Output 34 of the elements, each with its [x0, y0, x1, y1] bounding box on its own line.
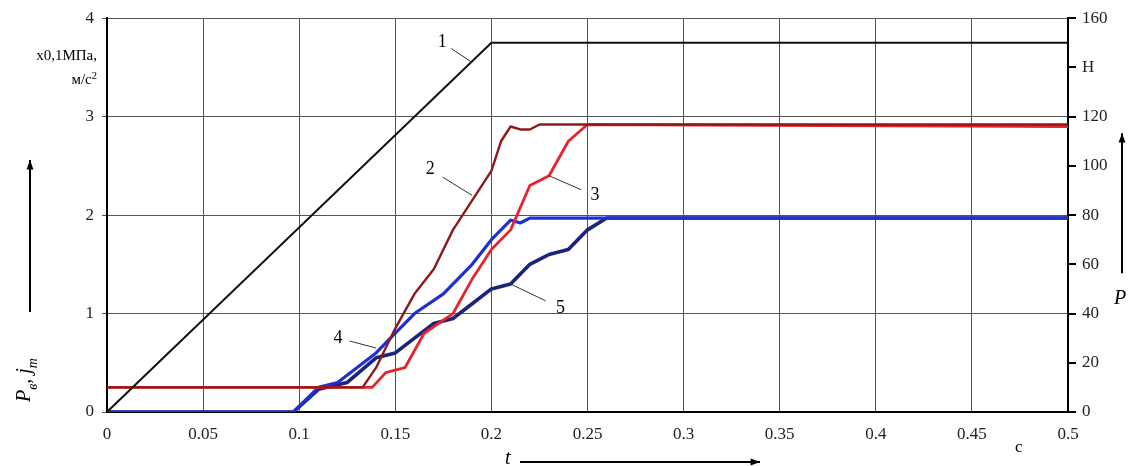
y2-tick-label: 100: [1082, 155, 1108, 175]
y-tick-label: 0: [85, 401, 94, 421]
x-tick-label: 0.2: [480, 423, 503, 443]
y2-tick-label: 80: [1082, 204, 1099, 224]
y2-axis-title: P: [1113, 286, 1127, 309]
annotation: 5: [556, 296, 566, 317]
x-tick-label: 0: [102, 423, 112, 443]
y-tick-label: 2: [85, 204, 94, 224]
annotation: 1: [437, 31, 447, 52]
y2-tick-label: 160: [1082, 7, 1108, 27]
x-tick-label: 0.3: [672, 423, 695, 443]
y-tick-label: 3: [85, 106, 94, 126]
x-tick-label: 0.25: [572, 423, 603, 443]
annotation: 2: [425, 158, 435, 179]
y2-tick-label: 20: [1082, 352, 1099, 372]
y-axis-title: Pв, jт: [12, 358, 40, 403]
y-tick-label: 1: [85, 303, 94, 323]
y2-tick-label: Н: [1082, 56, 1095, 76]
y2-tick-label: 0: [1082, 401, 1091, 421]
y2-tick-label: 120: [1082, 106, 1108, 126]
x-tick-label: 0.35: [764, 423, 795, 443]
annotation: 3: [590, 184, 600, 205]
x-axis-title: t: [505, 446, 511, 466]
y-tick-label: 4: [85, 7, 95, 27]
x-tick-label: 0.1: [288, 423, 310, 443]
x-tick-label: 0.5: [1057, 423, 1079, 443]
x-tick-label: 0.15: [380, 423, 411, 443]
y2-tick-label: 60: [1082, 253, 1099, 273]
annotation: 4: [333, 326, 343, 347]
x-tick-label: 0.05: [188, 423, 218, 443]
x-tick-label: 0.45: [957, 423, 987, 443]
text: с: [1014, 437, 1023, 456]
x-tick-label: 0.4: [865, 423, 887, 443]
y2-tick-label: 40: [1082, 303, 1099, 323]
